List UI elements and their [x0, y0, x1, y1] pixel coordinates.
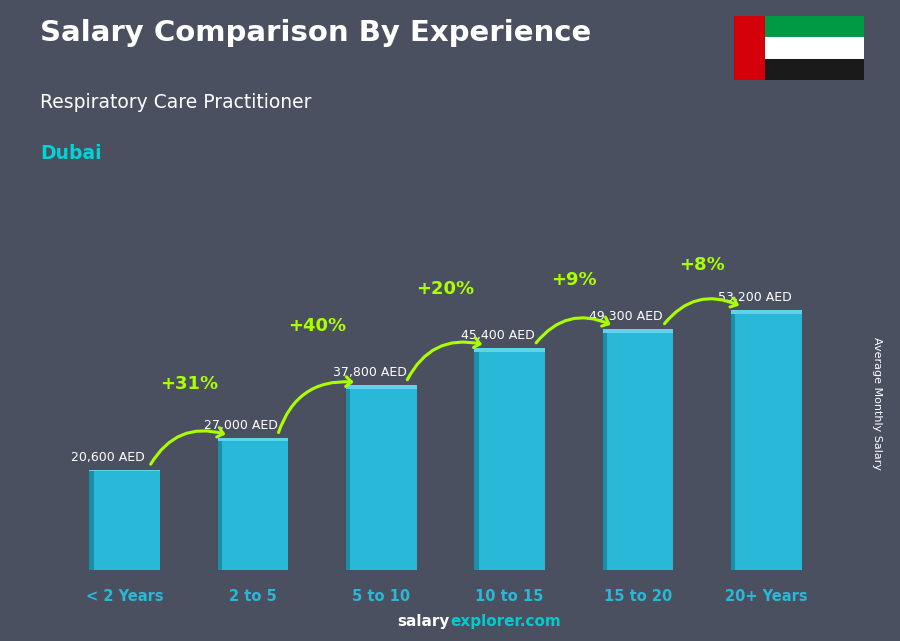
Bar	[89, 469, 160, 471]
Text: +40%: +40%	[288, 317, 346, 335]
Text: Respiratory Care Practitioner: Respiratory Care Practitioner	[40, 93, 312, 112]
Text: 15 to 20: 15 to 20	[604, 589, 672, 604]
Bar	[603, 329, 607, 570]
Bar	[734, 37, 864, 59]
Text: < 2 Years: < 2 Years	[86, 589, 164, 604]
Text: 37,800 AED: 37,800 AED	[332, 366, 407, 379]
Bar	[734, 59, 864, 80]
Bar	[731, 310, 802, 570]
Text: 27,000 AED: 27,000 AED	[204, 419, 278, 432]
Bar	[89, 469, 160, 570]
Bar	[603, 329, 673, 333]
Text: +20%: +20%	[417, 280, 474, 298]
Bar	[218, 438, 222, 570]
Bar	[731, 310, 735, 570]
Text: 5 to 10: 5 to 10	[352, 589, 410, 604]
Bar	[603, 329, 673, 570]
Bar	[474, 348, 545, 570]
Text: 10 to 15: 10 to 15	[475, 589, 544, 604]
Bar	[218, 438, 288, 440]
Bar	[346, 385, 417, 388]
Text: 2 to 5: 2 to 5	[230, 589, 277, 604]
Text: salary: salary	[398, 615, 450, 629]
Text: Dubai: Dubai	[40, 144, 102, 163]
Text: explorer.com: explorer.com	[450, 615, 561, 629]
Text: 20,600 AED: 20,600 AED	[71, 451, 144, 463]
Text: +31%: +31%	[159, 375, 218, 393]
Bar	[474, 348, 479, 570]
Bar	[731, 310, 802, 314]
Text: Salary Comparison By Experience: Salary Comparison By Experience	[40, 19, 592, 47]
Bar	[346, 385, 350, 570]
Bar	[734, 16, 864, 37]
Bar	[734, 16, 765, 80]
Bar	[89, 469, 94, 570]
Text: 45,400 AED: 45,400 AED	[461, 329, 535, 342]
Text: +9%: +9%	[551, 271, 597, 288]
Text: Average Monthly Salary: Average Monthly Salary	[872, 337, 883, 470]
Bar	[474, 348, 545, 352]
Text: 49,300 AED: 49,300 AED	[590, 310, 663, 323]
Bar	[346, 385, 417, 570]
Bar	[218, 438, 288, 570]
Text: 53,200 AED: 53,200 AED	[717, 291, 791, 304]
Text: 20+ Years: 20+ Years	[725, 589, 807, 604]
Text: +8%: +8%	[680, 256, 725, 274]
